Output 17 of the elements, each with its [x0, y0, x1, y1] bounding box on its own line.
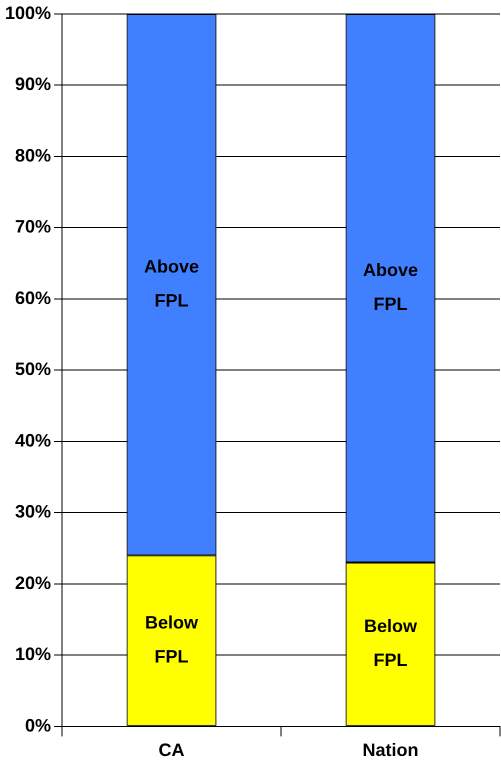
y-tick-label: 20%: [15, 572, 52, 593]
y-tick-label: 10%: [15, 644, 52, 664]
y-tick-label: 90%: [15, 74, 52, 94]
y-tick-label: 100%: [4, 2, 52, 23]
y-tick-label: 80%: [15, 145, 52, 166]
y-tick-label: 70%: [15, 216, 52, 237]
series-label: Above FPL: [363, 260, 418, 314]
series-label: Below FPL: [364, 616, 418, 670]
text: Above FPL: [144, 256, 200, 311]
y-tick-label: 30%: [15, 502, 52, 522]
text: Below FPL: [145, 612, 198, 667]
y-tick-label: 60%: [15, 288, 52, 308]
y-tick-label: 50%: [15, 359, 52, 380]
x-tick-label: Nation: [362, 740, 419, 760]
y-tick-label: 40%: [15, 430, 52, 450]
y-tick-label: 0%: [25, 715, 52, 736]
x-tick-label: CA: [158, 740, 185, 760]
